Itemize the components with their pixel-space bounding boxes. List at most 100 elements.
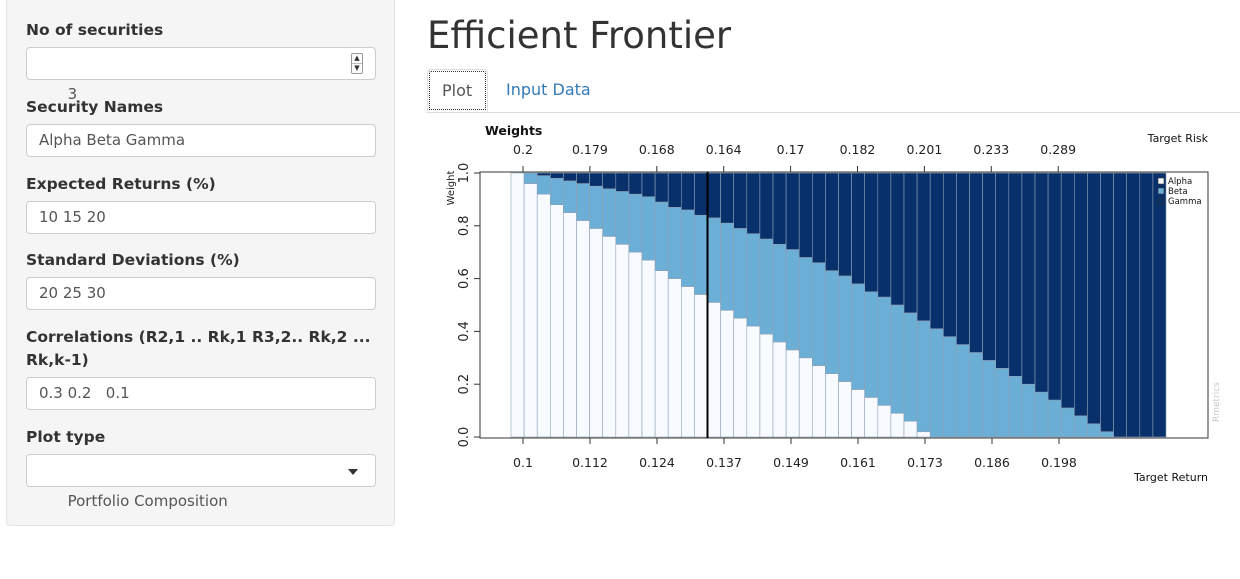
bar-gamma-46 xyxy=(1113,172,1127,438)
bar-alpha-1 xyxy=(523,183,538,438)
bar-alpha-15 xyxy=(707,302,721,438)
bar-gamma-35 xyxy=(969,172,983,353)
bottom-tick-label: 0.137 xyxy=(706,455,742,470)
bar-beta-42 xyxy=(1060,407,1075,438)
bar-beta-32 xyxy=(929,328,944,438)
no-securities-group: No of securities 3 ▲ ▼ xyxy=(26,19,376,103)
tab-plot[interactable]: Plot xyxy=(427,69,488,112)
bar-alpha-26 xyxy=(851,389,866,438)
chevron-down-icon[interactable] xyxy=(348,469,358,475)
bar-beta-17 xyxy=(733,228,748,319)
bar-alpha-4 xyxy=(563,212,577,438)
legend-label-beta: Beta xyxy=(1168,187,1188,197)
legend-label-alpha: Alpha xyxy=(1168,177,1192,187)
bar-beta-9 xyxy=(628,193,643,253)
bar-gamma-39 xyxy=(1021,172,1036,385)
bar-alpha-28 xyxy=(877,405,892,438)
plot-type-value: Portfolio Composition xyxy=(67,492,228,510)
bar-alpha-6 xyxy=(589,228,604,438)
spinner-up-icon[interactable]: ▲ xyxy=(352,54,362,64)
correlations-input[interactable]: 0.3 0.2 0.1 xyxy=(26,377,376,410)
bar-beta-19 xyxy=(759,238,774,335)
bottom-tick-label: 0.112 xyxy=(572,455,608,470)
bar-gamma-13 xyxy=(681,172,695,211)
bar-gamma-26 xyxy=(851,172,866,285)
bar-beta-13 xyxy=(681,209,695,287)
bar-alpha-8 xyxy=(615,243,630,438)
bar-alpha-10 xyxy=(641,259,656,438)
plot-frame xyxy=(479,171,1209,439)
bar-beta-40 xyxy=(1034,391,1049,438)
security-names-input[interactable]: Alpha Beta Gamma xyxy=(26,124,376,157)
bar-alpha-23 xyxy=(811,365,826,438)
expected-returns-group: Expected Returns (%) 10 15 20 xyxy=(26,173,376,234)
bar-gamma-22 xyxy=(798,172,813,258)
legend-label-gamma: Gamma xyxy=(1168,197,1202,207)
tab-input-data[interactable]: Input Data xyxy=(506,80,591,99)
bar-beta-36 xyxy=(982,360,996,438)
bar-alpha-24 xyxy=(825,373,839,438)
bar-gamma-49 xyxy=(1152,172,1167,438)
bar-gamma-30 xyxy=(903,172,918,314)
bar-beta-12 xyxy=(667,207,682,279)
bar-gamma-23 xyxy=(811,172,826,264)
top-tick-label: 0.168 xyxy=(639,142,675,157)
bar-beta-3 xyxy=(550,177,564,205)
bar-gamma-28 xyxy=(877,172,892,298)
bar-alpha-27 xyxy=(864,397,879,438)
watermark: Rmetrics xyxy=(1212,382,1222,422)
bar-beta-7 xyxy=(602,188,617,237)
y-tick-label: 0.8 xyxy=(457,215,472,236)
bar-alpha-14 xyxy=(694,294,708,438)
bar-gamma-19 xyxy=(759,172,774,240)
top-tick-label: 0.164 xyxy=(706,142,742,157)
bar-beta-25 xyxy=(838,275,852,382)
bar-alpha-31 xyxy=(916,431,931,438)
bar-beta-26 xyxy=(851,283,866,390)
bottom-tick-label: 0.149 xyxy=(773,455,809,470)
bar-alpha-17 xyxy=(733,317,748,438)
bar-beta-5 xyxy=(576,183,590,221)
no-securities-input[interactable]: 3 ▲ ▼ xyxy=(26,47,376,103)
spinner-down-icon[interactable]: ▼ xyxy=(354,64,360,72)
bar-beta-15 xyxy=(707,217,721,303)
legend-swatch-beta xyxy=(1157,187,1165,195)
chart-title: Weights xyxy=(485,123,542,138)
top-axis-label: Target Risk xyxy=(1147,132,1209,145)
std-deviations-group: Standard Deviations (%) 20 25 30 xyxy=(26,249,376,310)
bar-beta-43 xyxy=(1073,415,1088,438)
bar-alpha-19 xyxy=(759,333,774,438)
std-deviations-input[interactable]: 20 25 30 xyxy=(26,277,376,310)
bar-alpha-25 xyxy=(838,381,852,438)
bar-gamma-16 xyxy=(720,172,735,224)
bar-beta-39 xyxy=(1021,383,1036,438)
bar-beta-1 xyxy=(523,172,538,184)
bar-gamma-27 xyxy=(864,172,879,293)
bar-beta-38 xyxy=(1008,375,1023,438)
bar-alpha-13 xyxy=(681,286,695,438)
number-spinner[interactable]: ▲ ▼ xyxy=(351,53,363,74)
bar-gamma-33 xyxy=(942,172,957,337)
bar-beta-31 xyxy=(916,320,931,433)
bar-alpha-2 xyxy=(536,193,551,438)
no-securities-label: No of securities xyxy=(26,21,164,39)
top-tick-label: 0.289 xyxy=(1040,142,1076,157)
std-deviations-label: Standard Deviations (%) xyxy=(26,251,240,269)
plot-type-select[interactable]: Portfolio Composition xyxy=(26,454,376,510)
bar-gamma-7 xyxy=(602,172,617,190)
bar-beta-23 xyxy=(811,262,826,367)
bar-alpha-12 xyxy=(667,278,682,438)
bar-alpha-0 xyxy=(510,172,525,438)
bar-beta-21 xyxy=(785,249,800,351)
bar-beta-33 xyxy=(942,336,957,438)
correlations-label-line2: Rk,k-1) xyxy=(26,351,89,369)
bar-beta-41 xyxy=(1047,399,1062,438)
bar-beta-24 xyxy=(825,270,839,374)
expected-returns-input[interactable]: 10 15 20 xyxy=(26,201,376,234)
bottom-tick-label: 0.198 xyxy=(1041,455,1077,470)
bar-gamma-45 xyxy=(1100,172,1114,433)
correlations-label: Correlations (R2,1 .. Rk,1 R3,2.. Rk,2 .… xyxy=(26,328,371,346)
bar-gamma-42 xyxy=(1060,172,1075,409)
page-title: Efficient Frontier xyxy=(427,14,732,57)
